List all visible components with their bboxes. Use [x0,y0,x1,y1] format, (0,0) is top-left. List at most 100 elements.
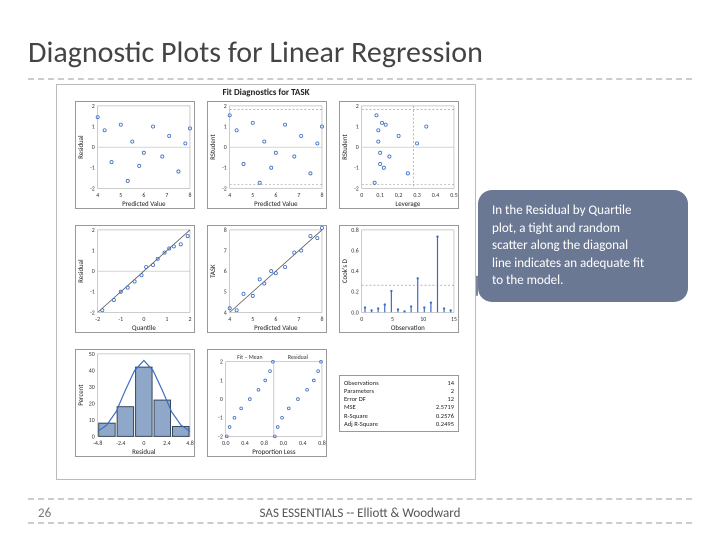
svg-text:-2: -2 [222,184,227,192]
svg-text:7: 7 [297,191,300,199]
svg-text:Proportion Less: Proportion Less [252,447,296,456]
divider-bottom [28,498,692,500]
svg-text:0: 0 [360,315,363,323]
svg-text:20: 20 [89,399,95,407]
svg-text:4: 4 [228,191,231,199]
svg-text:0: 0 [92,432,95,440]
svg-text:8: 8 [320,191,323,199]
grid-title: Fit Diagnostics for TASK [57,87,475,98]
svg-text:6: 6 [274,315,277,323]
svg-text:0.0: 0.0 [351,308,358,316]
svg-text:Quantile: Quantile [132,323,156,332]
svg-text:5: 5 [119,191,122,199]
svg-text:Predicted Value: Predicted Value [254,199,298,208]
info-row: Observations14 [344,379,454,387]
svg-text:2: 2 [92,102,95,110]
svg-text:2.4: 2.4 [163,439,170,447]
svg-text:TASK: TASK [208,264,217,278]
svg-text:40: 40 [89,366,95,374]
svg-text:-1: -1 [90,288,95,296]
svg-text:0.0: 0.0 [222,439,229,447]
panel-info: Observations14Parameters2Error DF12MSE2.… [339,375,459,432]
panel-fitmean-residual: Fit – MeanResidual0.00.40.80.00.40.8-2-1… [207,349,327,457]
svg-text:4: 4 [96,191,99,199]
svg-text:0: 0 [224,143,227,151]
svg-text:-2: -2 [95,315,100,323]
svg-text:-1: -1 [354,164,359,172]
svg-text:Residual: Residual [76,259,85,283]
svg-text:8: 8 [320,315,323,323]
svg-text:0.3: 0.3 [413,191,420,199]
svg-text:Cook's D: Cook's D [340,259,349,283]
svg-text:1: 1 [220,376,223,384]
svg-text:0.4: 0.4 [432,191,439,199]
svg-text:5: 5 [251,315,254,323]
svg-text:0.0: 0.0 [280,439,287,447]
info-row: Adj R-Square0.2495 [344,420,454,428]
callout-line4: line indicates an adequate fit [492,255,674,273]
svg-text:-2: -2 [90,308,95,316]
svg-text:-2: -2 [354,184,359,192]
diagnostics-grid: Fit Diagnostics for TASK 4 5 6 7 8 -2 -1 0 1 2 Pre… [56,84,476,480]
panel-cooksd: 0510150.00.20.40.60.8ObservationCook's D [339,225,459,333]
svg-text:Percent: Percent [76,384,85,406]
panel-rstudent-predicted: 45678-2-1012Predicted ValueRStudent [207,101,327,209]
panel-residual-predicted: 45678-2-1012Predicted ValueResidual [75,101,195,209]
svg-text:0.5: 0.5 [450,191,457,199]
svg-text:30: 30 [89,383,95,391]
footer-text: SAS ESSENTIALS -- Elliott & Woodward [0,506,720,521]
svg-text:0: 0 [92,143,95,151]
svg-text:8: 8 [188,191,191,199]
callout-line5: to the model. [492,272,674,290]
svg-text:-1: -1 [222,164,227,172]
svg-text:Predicted Value: Predicted Value [254,323,298,332]
svg-text:8: 8 [224,226,227,234]
svg-text:Leverage: Leverage [395,199,420,208]
page-title: Diagnostic Plots for Linear Regression [28,34,483,71]
svg-text:-2.4: -2.4 [116,439,125,447]
panel-qq: -2-1012-2-1012QuantileResidual [75,225,195,333]
svg-text:0.1: 0.1 [376,191,383,199]
svg-text:RStudent: RStudent [340,134,349,160]
svg-text:1: 1 [224,123,227,131]
info-row: R-Square0.2576 [344,412,454,420]
svg-text:0.2: 0.2 [351,288,358,296]
svg-text:5: 5 [251,191,254,199]
svg-text:2: 2 [220,358,223,366]
svg-text:0.2: 0.2 [395,191,402,199]
svg-text:-2: -2 [90,184,95,192]
svg-text:0.4: 0.4 [351,267,358,275]
svg-text:0.8: 0.8 [351,226,358,234]
svg-text:7: 7 [224,247,227,255]
info-row: Parameters2 [344,387,454,395]
svg-text:-4.8: -4.8 [93,439,102,447]
svg-text:15: 15 [451,315,457,323]
panel-histogram: -4.8-2.402.44.801020304050ResidualPercen… [75,349,195,457]
svg-text:2: 2 [92,226,95,234]
svg-text:-1: -1 [118,315,123,323]
panel-task-predicted: 4567845678Predicted ValueTASK [207,225,327,333]
info-row: Error DF12 [344,395,454,403]
svg-text:0.6: 0.6 [351,247,358,255]
svg-text:Residual: Residual [288,353,308,361]
svg-text:4: 4 [224,308,227,316]
svg-text:Fit – Mean: Fit – Mean [237,353,262,361]
svg-text:4.8: 4.8 [186,439,193,447]
svg-text:0: 0 [142,439,145,447]
svg-text:2: 2 [224,102,227,110]
panel-rstudent-leverage: 00.10.20.30.40.5-2-1012LeverageRStudent [339,101,459,209]
svg-text:1: 1 [92,123,95,131]
svg-text:0: 0 [220,395,223,403]
svg-text:5: 5 [391,315,394,323]
callout-line1: In the Residual by Quartile [492,202,674,220]
svg-text:1: 1 [92,247,95,255]
svg-text:7: 7 [165,191,168,199]
divider-top [28,78,692,80]
svg-text:0: 0 [142,315,145,323]
svg-text:5: 5 [224,288,227,296]
svg-text:Observation: Observation [391,323,425,332]
svg-text:4: 4 [228,315,231,323]
svg-text:50: 50 [89,350,95,358]
svg-text:Residual: Residual [76,135,85,159]
callout-line3: scatter along the diagonal [492,237,674,255]
